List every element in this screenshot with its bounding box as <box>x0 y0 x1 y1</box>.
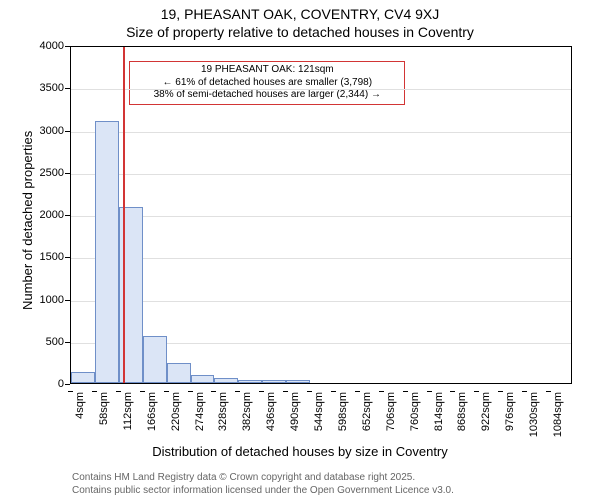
plot-area: 19 PHEASANT OAK: 121sqm← 61% of detached… <box>70 46 572 384</box>
chart-container: 19, PHEASANT OAK, COVENTRY, CV4 9XJ Size… <box>0 0 600 500</box>
x-tick: 760sqm <box>409 392 421 444</box>
marker-line <box>123 47 125 383</box>
bar <box>143 336 167 383</box>
callout-line: 38% of semi-detached houses are larger (… <box>134 89 400 102</box>
x-tick: 220sqm <box>170 392 182 444</box>
x-tick: 382sqm <box>241 392 253 444</box>
gridline <box>71 89 571 90</box>
callout-box: 19 PHEASANT OAK: 121sqm← 61% of detached… <box>129 61 405 105</box>
x-tick: 598sqm <box>337 392 349 444</box>
x-tick: 166sqm <box>146 392 158 444</box>
bar <box>167 363 191 383</box>
x-tick: 814sqm <box>433 392 445 444</box>
gridline <box>71 301 571 302</box>
gridline <box>71 216 571 217</box>
x-axis-label: Distribution of detached houses by size … <box>0 444 600 459</box>
bar <box>191 375 215 383</box>
y-tick: 500 <box>28 336 64 348</box>
gridline <box>71 174 571 175</box>
x-tick: 58sqm <box>98 392 110 444</box>
footer-line: Contains HM Land Registry data © Crown c… <box>72 472 454 485</box>
y-tick: 0 <box>28 378 64 390</box>
x-tick: 868sqm <box>456 392 468 444</box>
x-tick: 4sqm <box>74 392 86 444</box>
x-tick: 1084sqm <box>552 392 564 444</box>
x-tick: 922sqm <box>480 392 492 444</box>
x-tick: 706sqm <box>385 392 397 444</box>
y-tick: 2500 <box>28 167 64 179</box>
x-tick: 544sqm <box>313 392 325 444</box>
x-tick: 976sqm <box>504 392 516 444</box>
x-tick: 328sqm <box>217 392 229 444</box>
footer-line: Contains public sector information licen… <box>72 485 454 498</box>
x-tick: 274sqm <box>194 392 206 444</box>
bar <box>238 380 262 383</box>
x-tick: 1030sqm <box>528 392 540 444</box>
y-tick: 1000 <box>28 294 64 306</box>
y-tick: 3000 <box>28 125 64 137</box>
y-tick: 2000 <box>28 209 64 221</box>
chart-title-line2: Size of property relative to detached ho… <box>0 24 600 40</box>
bar <box>71 372 95 383</box>
y-tick: 4000 <box>28 40 64 52</box>
callout-line: ← 61% of detached houses are smaller (3,… <box>134 77 400 90</box>
x-tick: 112sqm <box>122 392 134 444</box>
x-tick: 436sqm <box>265 392 277 444</box>
footer-attribution: Contains HM Land Registry data © Crown c… <box>72 472 454 497</box>
callout-line: 19 PHEASANT OAK: 121sqm <box>134 64 400 77</box>
bar <box>214 378 238 383</box>
bar <box>262 380 286 383</box>
gridline <box>71 258 571 259</box>
y-tick: 1500 <box>28 251 64 263</box>
y-tick: 3500 <box>28 82 64 94</box>
chart-title-line1: 19, PHEASANT OAK, COVENTRY, CV4 9XJ <box>0 6 600 22</box>
bar <box>95 121 119 383</box>
gridline <box>71 132 571 133</box>
bar <box>286 380 310 383</box>
x-tick: 490sqm <box>289 392 301 444</box>
x-tick: 652sqm <box>361 392 373 444</box>
